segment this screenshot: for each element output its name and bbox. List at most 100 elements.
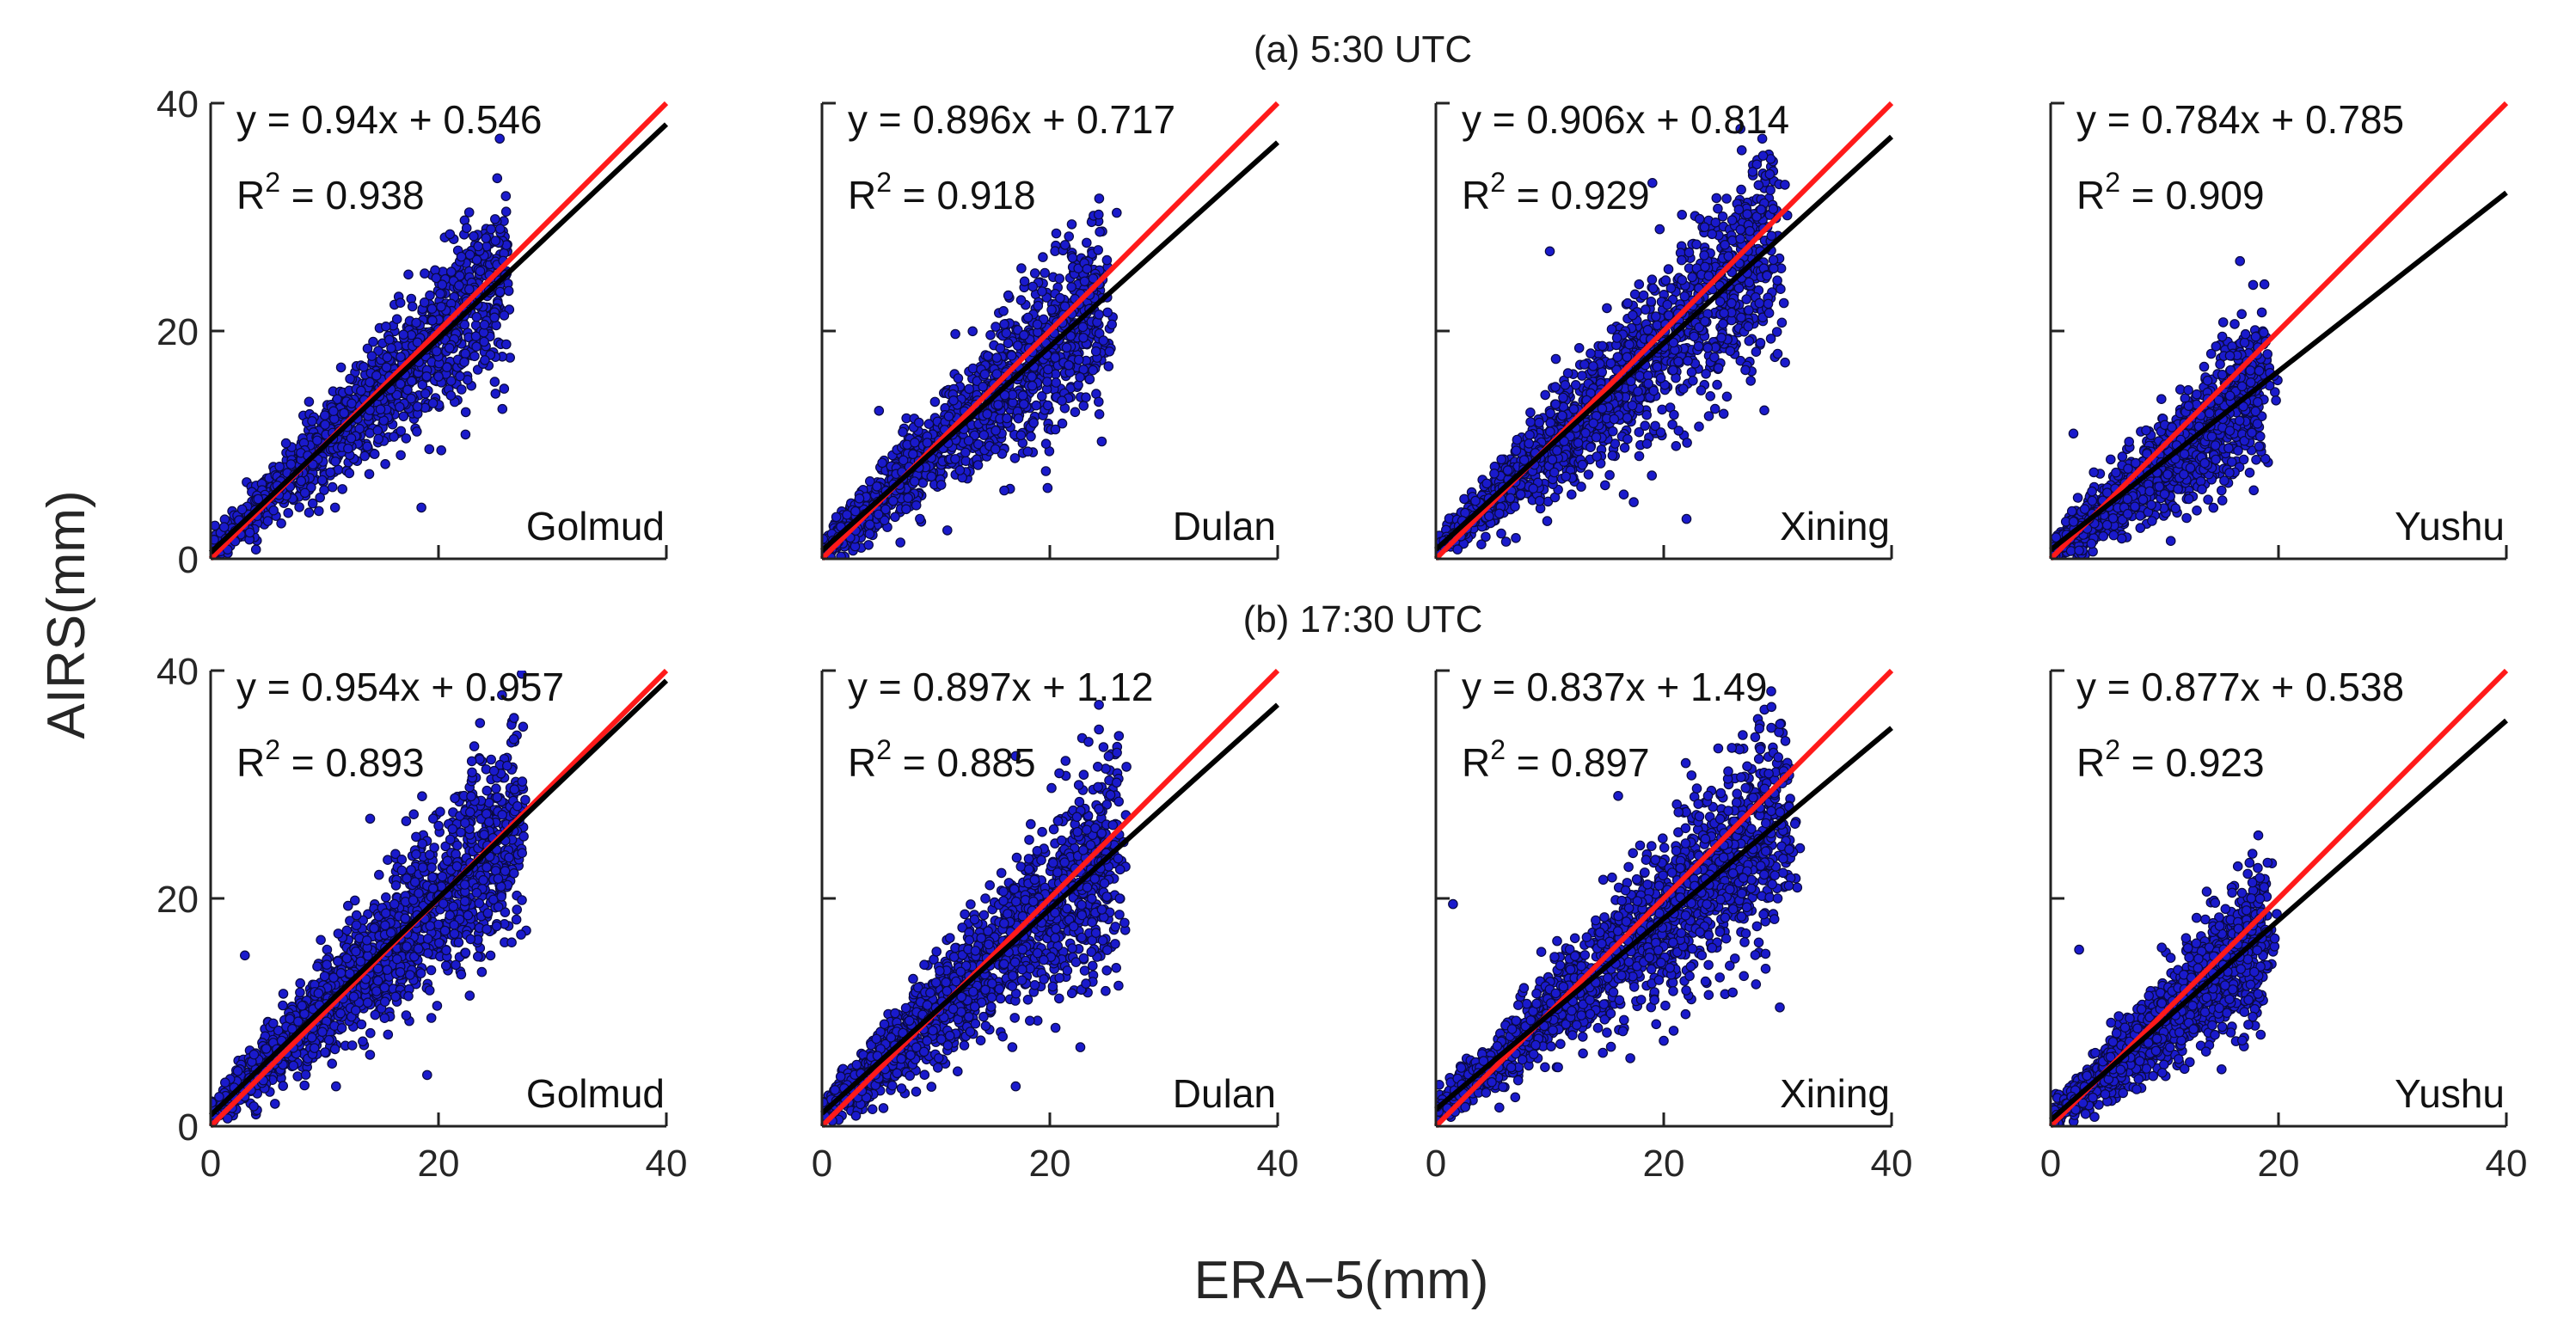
data-point [1051,353,1059,362]
data-point [1526,418,1535,426]
data-point [1051,425,1059,433]
data-point [1592,452,1601,461]
data-point [1482,479,1491,487]
data-point [1684,357,1692,365]
data-point [472,313,481,322]
data-point [1715,297,1724,306]
data-point [1713,380,1721,389]
data-point [1028,282,1037,291]
data-point [326,468,334,476]
data-point [1741,365,1750,374]
data-point [1769,205,1777,213]
data-point [1525,431,1534,439]
data-point [991,444,1000,453]
data-point [1642,439,1651,448]
data-point [1067,220,1076,229]
data-point [902,505,911,513]
data-point [1095,210,1103,218]
data-point [1460,494,1469,503]
data-point [245,528,254,536]
data-point [1512,435,1521,444]
data-point [889,496,898,505]
data-point [1766,334,1775,343]
data-point [399,412,408,420]
data-point [1683,438,1691,447]
data-point [930,397,939,406]
data-point [474,242,482,250]
data-point [1575,344,1584,352]
data-point [1044,365,1052,374]
data-point [1701,262,1709,271]
data-point [421,389,430,398]
data-point [465,208,474,217]
data-point [381,460,389,469]
data-point [1688,273,1696,281]
data-point [1561,472,1570,481]
data-point [1592,432,1600,441]
data-point [1578,460,1586,469]
data-point [1663,300,1671,309]
data-point [983,409,991,418]
data-point [1550,468,1559,476]
data-point [1677,211,1686,219]
data-point [1092,347,1101,356]
data-point [457,252,465,260]
data-point [964,437,972,445]
data-point [979,431,988,439]
data-point [1623,435,1632,444]
data-point [1099,336,1107,345]
data-point [1727,216,1736,224]
data-point [1512,534,1520,542]
data-point [1041,439,1050,448]
data-point [340,408,348,417]
data-point [281,438,290,447]
r-symbol: R [1462,173,1490,218]
data-point [417,503,426,512]
data-point [891,512,899,521]
data-point [1695,422,1703,431]
data-point [396,298,405,307]
data-point [1649,284,1658,292]
data-point [1757,205,1765,214]
data-point [1677,255,1686,264]
data-point [843,511,851,519]
data-point [1027,382,1036,390]
data-point [502,207,511,216]
data-point [2230,320,2239,328]
data-point [1737,185,1745,193]
data-point [387,344,396,352]
data-point [1580,360,1589,369]
data-point [1726,346,1734,355]
data-point [1781,181,1789,189]
data-point [1068,254,1076,262]
data-point [927,472,935,481]
data-point [1727,298,1736,307]
data-point [1773,349,1782,358]
data-point [1708,230,1716,238]
data-point [1736,225,1745,234]
data-point [1095,194,1103,203]
data-point [2256,432,2265,440]
data-point [1773,276,1782,285]
data-point [1743,210,1751,218]
data-point [300,488,309,497]
data-point [1551,383,1560,391]
data-point [383,352,391,361]
data-point [475,267,484,275]
data-point [1506,493,1514,502]
data-point [1689,377,1697,385]
data-point [1714,205,1722,213]
data-point [315,506,323,515]
data-point [1608,451,1616,460]
data-point [495,224,504,233]
data-point [1613,352,1622,361]
data-point [490,377,499,386]
data-point [1052,229,1060,237]
data-point [455,281,463,290]
station-label: Xining [1780,504,1890,548]
data-point [1471,496,1480,505]
data-point [1764,309,1773,317]
data-point [376,405,384,414]
data-point [481,234,490,242]
data-point [873,482,881,491]
